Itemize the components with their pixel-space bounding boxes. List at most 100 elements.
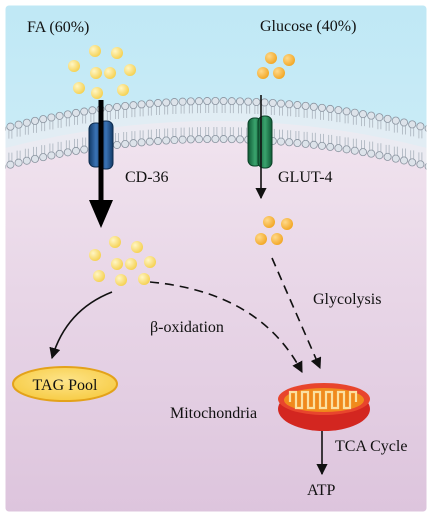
lipid-head xyxy=(309,140,318,149)
glucose-droplet-icon xyxy=(257,52,295,79)
channel-protein-icon xyxy=(247,115,273,169)
lipid-head xyxy=(367,111,376,120)
mitochondrion-icon xyxy=(278,383,370,431)
lipid-head xyxy=(219,135,228,144)
fa-to-tag-pool-arrow xyxy=(49,291,113,360)
lipid-head xyxy=(153,137,162,146)
lipid-head xyxy=(194,97,203,106)
lipid-head xyxy=(252,97,261,106)
lipid-head xyxy=(219,97,228,106)
lipid-head xyxy=(88,106,97,115)
glucose-label: Glucose (40%) xyxy=(260,18,356,35)
lipid-head xyxy=(375,113,384,122)
lipid-head xyxy=(170,98,179,107)
lipid-head xyxy=(268,98,277,107)
lipid-head xyxy=(129,101,138,110)
lipid-head xyxy=(113,102,122,111)
lipid-head xyxy=(30,116,39,125)
lipid-head xyxy=(211,97,220,106)
lipid-head xyxy=(309,102,318,111)
lipid-head xyxy=(383,114,392,123)
lipid-head xyxy=(399,118,408,127)
lipid-head xyxy=(416,122,425,131)
atp-label: ATP xyxy=(307,482,336,499)
lipid-head xyxy=(145,99,154,108)
lipid-head xyxy=(235,135,244,144)
lipid-head xyxy=(153,99,162,108)
lipid-head xyxy=(63,148,72,157)
beta-oxidation-label: β-oxidation xyxy=(150,319,224,336)
lipid-head xyxy=(145,137,154,146)
lipid-head xyxy=(416,160,425,169)
lipid-head xyxy=(203,97,212,106)
glut4-label: GLUT-4 xyxy=(278,169,333,186)
lipid-head xyxy=(350,146,359,155)
mitochondria-label: Mitochondria xyxy=(170,405,257,422)
lipid-head xyxy=(186,135,195,144)
tag-pool-label: TAG Pool xyxy=(33,377,99,394)
lipid-head xyxy=(194,135,203,144)
lipid-head xyxy=(334,106,343,115)
lipid-head xyxy=(22,118,31,127)
fatty-acid-droplet-icon xyxy=(89,236,156,286)
lipid-head xyxy=(358,110,367,119)
lipid-head xyxy=(6,122,15,131)
lipid-head xyxy=(326,104,335,113)
lipid-head xyxy=(203,135,212,144)
lipid-head xyxy=(186,97,195,106)
cd36-label: CD-36 xyxy=(125,169,169,186)
lipid-head xyxy=(358,148,367,157)
lipid-head xyxy=(63,110,72,119)
lipid-head xyxy=(276,137,285,146)
lipid-head xyxy=(39,115,48,124)
lipid-head xyxy=(178,97,187,106)
lipid-head xyxy=(326,142,335,151)
lipid-head xyxy=(227,135,236,144)
lipid-head xyxy=(342,145,351,154)
lipid-head xyxy=(72,108,81,117)
lipid-head xyxy=(276,99,285,108)
lipid-head xyxy=(408,120,417,129)
lipid-head xyxy=(293,139,302,148)
lipid-head xyxy=(391,116,400,125)
fatty-acid-droplet-icon xyxy=(68,45,136,99)
glycolysis-arrow xyxy=(271,257,322,370)
lipid-head xyxy=(285,138,294,147)
lipid-head xyxy=(30,154,39,163)
fa-uptake-arrow xyxy=(89,100,113,228)
lipid-head xyxy=(39,153,48,162)
lipid-head xyxy=(137,100,146,109)
glucose-droplet-icon xyxy=(255,216,293,245)
lipid-head xyxy=(14,158,23,167)
lipid-head xyxy=(399,156,408,165)
lipid-head xyxy=(121,140,130,149)
lipid-head xyxy=(55,111,64,120)
lipid-head xyxy=(6,160,15,169)
tag-pool xyxy=(12,366,118,402)
lipid-head xyxy=(383,152,392,161)
lipid-head xyxy=(301,139,310,148)
glycolysis-label: Glycolysis xyxy=(313,291,381,308)
lipid-head xyxy=(113,140,122,149)
lipid-head xyxy=(211,135,220,144)
lipid-head xyxy=(121,102,130,111)
lipid-head xyxy=(170,136,179,145)
lipid-head xyxy=(137,138,146,147)
lipid-head xyxy=(178,135,187,144)
lipid-head xyxy=(244,97,253,106)
lipid-head xyxy=(367,149,376,158)
lipid-head xyxy=(317,103,326,112)
lipid-head xyxy=(14,120,23,129)
beta-oxidation-arrow xyxy=(149,281,303,373)
tca-cycle-label: TCA Cycle xyxy=(335,438,407,455)
lipid-head xyxy=(162,98,171,107)
glut4-transporter xyxy=(247,115,273,169)
lipid-head xyxy=(342,107,351,116)
lipid-head xyxy=(235,97,244,106)
lipid-head xyxy=(375,151,384,160)
lipid-head xyxy=(408,158,417,167)
lipid-head xyxy=(285,100,294,109)
lipid-head xyxy=(350,108,359,117)
